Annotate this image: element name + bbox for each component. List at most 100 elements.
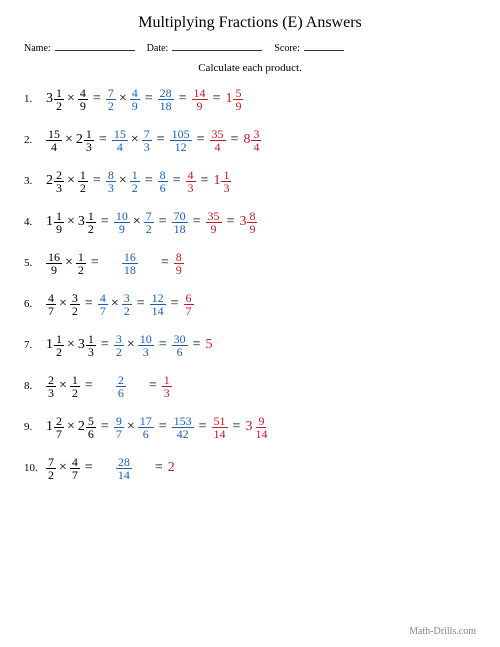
operator: = [231,132,239,148]
mixed-number: 256 [78,415,96,440]
problem-number: 2. [24,134,46,146]
problem-row: 9.127×256=97×176=15342=5114=3914 [24,412,476,442]
operator: × [67,91,75,107]
operator: = [193,214,201,230]
fraction: 169 [46,251,62,276]
fraction: 13 [221,169,231,194]
operator: × [65,132,73,148]
fraction: 914 [253,415,269,440]
score-label: Score: [274,43,300,54]
problem-number: 10. [24,462,46,474]
operator: = [179,91,187,107]
fraction: 1214 [150,292,166,317]
fraction: 72 [144,210,154,235]
mixed-number: 213 [76,128,94,153]
mixed-number: 312 [46,87,64,112]
problem-number: 8. [24,380,46,392]
fraction: 154 [46,128,62,153]
mixed-number: 159 [225,87,243,112]
mixed-number: 3914 [245,415,269,440]
operator: = [101,419,109,435]
mixed-number: 112 [46,333,64,358]
operator: × [67,419,75,435]
fraction: 12 [86,210,96,235]
problem-row: 3.223×12=83×12=86=43=113 [24,166,476,196]
fraction: 103 [138,333,154,358]
subtitle: Calculate each product. [24,62,476,74]
fraction: 89 [247,210,257,235]
fraction: 97 [114,415,124,440]
problem-number: 9. [24,421,46,433]
fraction: 34 [251,128,261,153]
operator: × [59,460,67,476]
fraction: 354 [210,128,226,153]
fraction: 27 [54,415,64,440]
operator: = [159,419,167,435]
operator: × [67,337,75,353]
operator: × [133,214,141,230]
problems: 1.312×49=72×49=2818=149=1592.154×213=154… [24,84,476,483]
problem-row: 8.23×12=26=13 [24,371,476,401]
operator: = [161,255,169,271]
operator: = [159,214,167,230]
header: Name: Date: Score: [24,40,476,54]
operator: × [131,132,139,148]
operator: × [59,378,67,394]
problem-number: 4. [24,216,46,228]
mixed-number: 223 [46,169,64,194]
mixed-number: 313 [78,333,96,358]
problem-row: 1.312×49=72×49=2818=149=159 [24,84,476,114]
fraction: 12 [130,169,140,194]
mixed-number: 389 [239,210,257,235]
operator: = [155,460,163,476]
fraction: 49 [78,87,88,112]
fraction: 72 [46,456,56,481]
date-label: Date: [147,43,169,54]
fraction: 23 [54,169,64,194]
operator: = [101,214,109,230]
operator: = [85,460,93,476]
fraction: 49 [130,87,140,112]
operator: = [157,132,165,148]
operator: = [145,173,153,189]
operator: × [119,91,127,107]
fraction: 59 [233,87,243,112]
operator: × [67,173,75,189]
score-line [304,40,344,51]
mixed-number: 113 [213,169,231,194]
date-line [172,40,262,51]
operator: × [65,255,73,271]
fraction: 32 [70,292,80,317]
operator: × [127,337,135,353]
fraction: 47 [98,292,108,317]
name-label: Name: [24,43,51,54]
problem-number: 7. [24,339,46,351]
fraction: 12 [54,333,64,358]
operator: = [213,91,221,107]
fraction: 47 [46,292,56,317]
fraction: 86 [158,169,168,194]
problem-row: 10.72×47=2814=2 [24,453,476,483]
operator: × [67,214,75,230]
problem-row: 5.169×12=1618=89 [24,248,476,278]
fraction: 149 [192,87,208,112]
operator: = [93,173,101,189]
fraction: 32 [114,333,124,358]
problem-number: 3. [24,175,46,187]
fraction: 13 [86,333,96,358]
name-line [55,40,135,51]
operator: = [197,132,205,148]
operator: = [149,378,157,394]
fraction: 19 [54,210,64,235]
operator: × [59,296,67,312]
operator: = [85,378,93,394]
operator: = [159,337,167,353]
footer: Math-Drills.com [409,626,476,637]
operator: = [137,296,145,312]
fraction: 47 [70,456,80,481]
fraction: 12 [54,87,64,112]
fraction: 23 [46,374,56,399]
fraction: 2818 [158,87,174,112]
fraction: 7018 [172,210,188,235]
operator: × [127,419,135,435]
